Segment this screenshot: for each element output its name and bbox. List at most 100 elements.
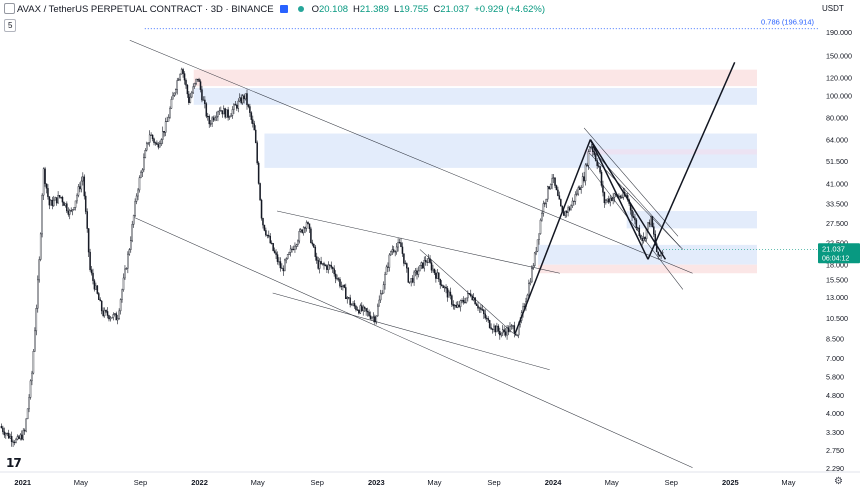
x-tick-label: 2024 [545,478,563,487]
candle [459,300,462,307]
candle [86,211,88,229]
candle [651,216,654,227]
candle [464,301,466,303]
candle [366,311,369,313]
candle [71,209,74,212]
candle [317,260,319,269]
candle [336,278,338,280]
candle [488,320,491,328]
candle [493,325,495,330]
flag-icon[interactable] [279,5,288,13]
candle [592,146,594,152]
candle [478,307,481,309]
y-tick-label: 41.000 [826,179,848,188]
trendline[interactable] [276,210,560,274]
candle [560,199,562,207]
candle [484,313,487,319]
candle [587,151,590,166]
candle [381,292,383,295]
candle [365,308,367,312]
candle [111,317,113,319]
candle [487,318,489,321]
zone-blue-4 [626,211,757,229]
trendline[interactable] [129,40,693,274]
trendline[interactable] [272,292,550,371]
trendline[interactable] [583,127,679,237]
candle [53,199,55,206]
candle [3,431,6,436]
candle [310,228,312,244]
projection-line[interactable] [514,139,592,334]
candle [5,433,7,436]
candle [512,325,514,327]
candle [202,99,205,101]
projection-line[interactable] [647,62,736,260]
candle [295,244,298,247]
trendline[interactable] [134,217,693,468]
candle [125,268,128,270]
candle [401,246,404,254]
candle [238,97,241,102]
open-value: 20.108 [318,3,349,15]
candle [315,256,318,261]
candle [326,265,328,270]
candle [390,251,392,256]
candle [212,117,215,121]
symbol-title[interactable]: AVAX / TetherUS PERPETUAL CONTRACT · 3D … [17,3,274,15]
candle [501,329,504,334]
candle [392,249,395,252]
price-tag-box[interactable] [818,243,860,264]
projection-line[interactable] [589,139,667,260]
candle [127,253,129,269]
candle [573,200,575,202]
candle [377,305,379,317]
candle [207,116,209,118]
candle [246,93,248,105]
trendline[interactable] [586,163,684,290]
candle [355,305,357,310]
candle [395,246,398,253]
candle [279,261,282,269]
candle [67,210,70,215]
candle [102,310,104,316]
candle [407,267,410,283]
candle [557,189,559,196]
candle [637,227,639,229]
candle [400,242,402,248]
candle [0,425,3,429]
candle [308,223,311,230]
candle [491,328,494,330]
candle [420,262,423,266]
candle [205,103,208,117]
candle [195,78,197,84]
candle [571,200,574,207]
candle [529,281,532,284]
candle [353,303,356,307]
candle [161,130,164,140]
projection-line[interactable] [589,139,649,260]
candle [631,209,633,217]
candle [535,251,537,254]
candle [257,162,260,184]
candle [349,297,351,305]
candle [577,187,580,195]
candle [122,277,125,291]
y-tick-label: 18.000 [826,261,848,270]
candle [439,278,441,285]
candle [215,116,218,119]
candle [440,284,443,286]
candle [32,351,35,374]
candle [260,199,263,219]
trendline[interactable] [419,249,514,334]
legend-header: AVAX / TetherUS PERPETUAL CONTRACT · 3D … [0,0,818,18]
candle [632,215,635,218]
candle [105,310,107,312]
settings-gear-icon[interactable]: ⚙ [834,476,843,487]
candle [157,144,160,148]
currency-label[interactable]: USDT [822,4,844,13]
indicator-count-badge[interactable]: 5 [4,19,17,32]
candle [45,183,48,189]
candle [15,439,17,443]
candle [545,198,548,204]
